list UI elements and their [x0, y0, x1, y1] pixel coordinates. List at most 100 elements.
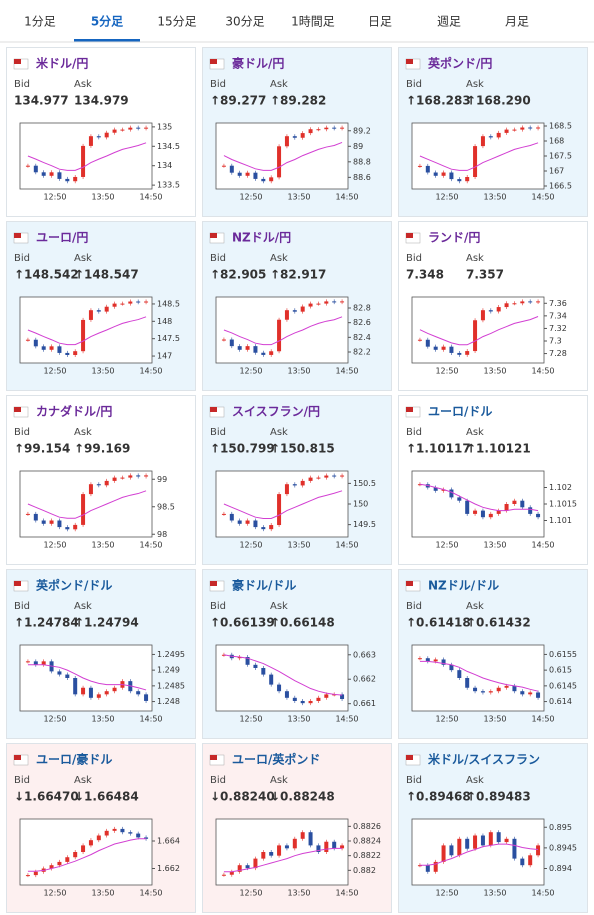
x-tick-label: 12:50 — [43, 193, 66, 202]
x-tick-label: 13:50 — [287, 367, 310, 376]
candle — [277, 319, 282, 352]
bid-value: 7.348 — [406, 268, 444, 282]
flag-part — [406, 407, 413, 412]
candle — [332, 127, 337, 129]
candle — [261, 178, 266, 182]
candle — [237, 346, 242, 350]
plot-box — [19, 122, 153, 190]
candle — [340, 301, 345, 303]
candle — [480, 310, 485, 321]
tab[interactable]: 1分足 — [24, 15, 56, 29]
bid-label: Bid — [406, 601, 422, 612]
card[interactable]: ランド/円 Bid Ask 7.348 7.357 7.28 7.3 7.32 7.34 7.36… — [398, 221, 588, 391]
moving-average — [419, 843, 539, 866]
plot-box — [411, 818, 545, 886]
card[interactable]: NZドル/ドル Bid Ask ↑0.61418↑0.61432 0.614 0.6145… — [398, 569, 588, 739]
card[interactable]: 米ドル/スイスフラン Bid Ask ↑0.89468↑0.89483 0.894 0.8… — [398, 743, 588, 913]
card[interactable]: カナダドル/円 Bid Ask ↑99.154 ↑99.169 98 98.5 99 12:50… — [6, 395, 196, 565]
candle — [229, 513, 234, 521]
ask-value: ↑82.917 — [270, 268, 326, 282]
candle — [88, 840, 93, 846]
tab[interactable]: 5分足 — [91, 14, 123, 29]
card[interactable]: 英ポンド/円 Bid Ask ↑168.283↑168.290 166.5 167 167.… — [398, 47, 588, 217]
card[interactable]: ユーロ/円 Bid Ask ↑148.542↑148.547 147 147.5 148 14… — [6, 221, 196, 391]
candle — [261, 667, 266, 675]
candle — [520, 127, 525, 130]
x-tick-label: 14:50 — [531, 715, 554, 724]
card-title: ユーロ/円 — [36, 231, 88, 245]
candle — [316, 303, 321, 305]
flag-part — [210, 407, 217, 412]
candle — [237, 656, 242, 659]
card[interactable]: ユーロ/豪ドル Bid Ask ↓1.66470↓1.66484 1.662 1.664 1… — [6, 743, 196, 913]
candle — [112, 477, 117, 481]
y-tick-label: 168.5 — [549, 122, 572, 131]
candle — [536, 692, 541, 698]
card-title: 豪ドル/ドル — [232, 578, 296, 593]
ask-label: Ask — [270, 253, 288, 264]
candle — [417, 339, 422, 341]
card-title: 英ポンド/ドル — [36, 578, 112, 593]
y-tick-label: 7.3 — [549, 337, 562, 346]
tab[interactable]: 1時間足 — [291, 15, 335, 29]
candle — [536, 513, 541, 518]
tab[interactable]: 月足 — [505, 15, 529, 29]
x-tick-label: 14:50 — [139, 541, 162, 550]
candle — [340, 475, 345, 477]
candle — [57, 861, 62, 866]
candle — [65, 674, 70, 678]
card[interactable]: スイスフラン/円 Bid Ask ↑150.799↑150.815 149.5 150 15… — [202, 395, 392, 565]
ask-label: Ask — [270, 775, 288, 786]
x-tick-label: 13:50 — [483, 889, 506, 898]
candle — [536, 301, 541, 303]
y-tick-label: 88.6 — [353, 173, 371, 182]
plot-box — [215, 122, 349, 190]
candle — [25, 513, 30, 515]
candle — [449, 172, 454, 180]
candle — [284, 845, 289, 849]
candle — [480, 691, 485, 693]
candle — [324, 127, 329, 130]
candle — [512, 838, 517, 859]
y-tick-label: 88.8 — [353, 157, 371, 166]
tab[interactable]: 週足 — [437, 15, 461, 29]
moving-average — [223, 316, 343, 346]
candle — [33, 513, 38, 521]
card[interactable]: ユーロ/英ポンド Bid Ask ↓0.88240↓0.88248 0.882 0.882… — [202, 743, 392, 913]
candle — [496, 510, 501, 514]
candle — [229, 165, 234, 173]
candle — [269, 177, 274, 182]
candle — [417, 865, 422, 867]
candle — [221, 513, 226, 515]
ask-label: Ask — [466, 427, 484, 438]
y-tick-label: 135 — [157, 122, 172, 131]
tab[interactable]: 30分足 — [225, 15, 264, 29]
y-tick-label: 0.8824 — [353, 837, 381, 846]
candle — [332, 475, 337, 477]
card[interactable]: 米ドル/円 Bid Ask 134.977 134.979 133.5 134 134.5 13… — [6, 47, 196, 217]
candle — [441, 172, 446, 176]
ask-value: 7.357 — [466, 268, 504, 282]
candle — [144, 837, 149, 839]
candle — [65, 178, 70, 182]
tab[interactable]: 15分足 — [157, 15, 196, 29]
candle — [73, 852, 78, 858]
card[interactable]: 豪ドル/円 Bid Ask ↑89.277 ↑89.282 88.6 88.8 89 89.2 1… — [202, 47, 392, 217]
card[interactable]: 英ポンド/ドル Bid Ask ↑1.24784↑1.24794 1.248 1.2485… — [6, 569, 196, 739]
candle — [512, 500, 517, 504]
x-tick-label: 13:50 — [91, 541, 114, 550]
candle — [112, 303, 117, 307]
card[interactable]: 豪ドル/ドル Bid Ask ↑0.66139↑0.66148 0.661 0.662 0.… — [202, 569, 392, 739]
ask-value: 134.979 — [74, 94, 129, 108]
bid-label: Bid — [14, 79, 30, 90]
tab[interactable]: 日足 — [368, 15, 392, 29]
card[interactable]: NZドル/円 Bid Ask ↑82.905 ↑82.917 82.2 82.4 82.6 82… — [202, 221, 392, 391]
bid-label: Bid — [14, 775, 30, 786]
candle — [528, 692, 533, 695]
card[interactable]: ユーロ/ドル Bid Ask ↑1.10117↑1.10121 1.101 1.1015 1… — [398, 395, 588, 565]
ask-label: Ask — [74, 253, 92, 264]
candle — [120, 303, 125, 305]
y-tick-label: 148.5 — [157, 299, 180, 308]
candle — [433, 487, 438, 491]
ask-value: ↑1.10121 — [466, 442, 531, 456]
